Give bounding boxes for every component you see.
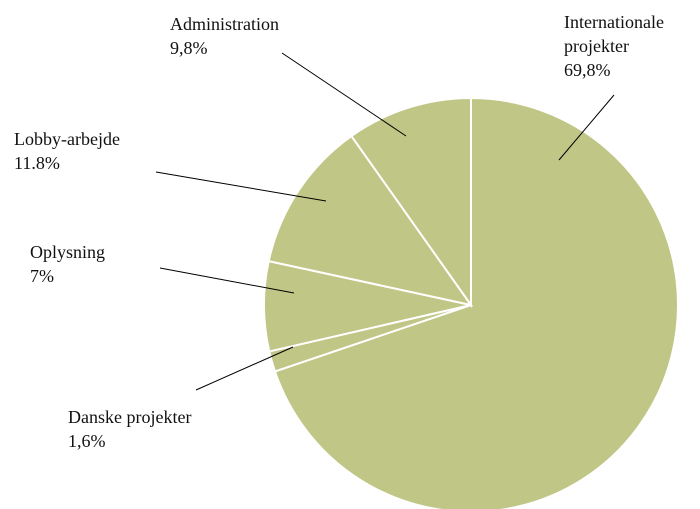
label-oplysning-name: Oplysning: [30, 242, 106, 262]
label-administration: Administration 9,8%: [170, 12, 279, 60]
label-lobby-arbejde-name: Lobby-arbejde: [14, 129, 120, 149]
label-lobby-arbejde: Lobby-arbejde 11.8%: [14, 127, 120, 175]
value-administration: 9,8%: [170, 38, 208, 58]
label-internationale-line-2: projekter: [564, 36, 629, 56]
value-lobby-arbejde: 11.8%: [14, 153, 60, 173]
value-danske-projekter: 1,6%: [68, 431, 106, 451]
pie-slices: [263, 96, 679, 509]
label-danske-projekter-name: Danske projekter: [68, 407, 192, 427]
leader-line-oplysning: [159, 267, 295, 294]
label-internationale-line-1: Internationale: [564, 12, 664, 32]
label-internationale-projekter: Internationale projekter 69,8%: [564, 10, 664, 82]
label-administration-name: Administration: [170, 14, 279, 34]
slice-administration: [350, 96, 472, 309]
label-oplysning: Oplysning 7%: [30, 240, 105, 288]
leader-line-lobby-arbejde: [155, 171, 327, 202]
leader-lines: [155, 52, 615, 391]
leader-line-danske-projekter: [195, 346, 294, 391]
slice-lobby-arbejde: [267, 134, 474, 307]
label-danske-projekter: Danske projekter 1,6%: [68, 405, 191, 453]
slice-internationale-projekter: [273, 96, 679, 509]
value-internationale-projekter: 69,8%: [564, 60, 611, 80]
value-oplysning: 7%: [30, 266, 54, 286]
leader-line-internationale-projekter: [558, 94, 615, 161]
leader-line-administration: [281, 52, 407, 137]
